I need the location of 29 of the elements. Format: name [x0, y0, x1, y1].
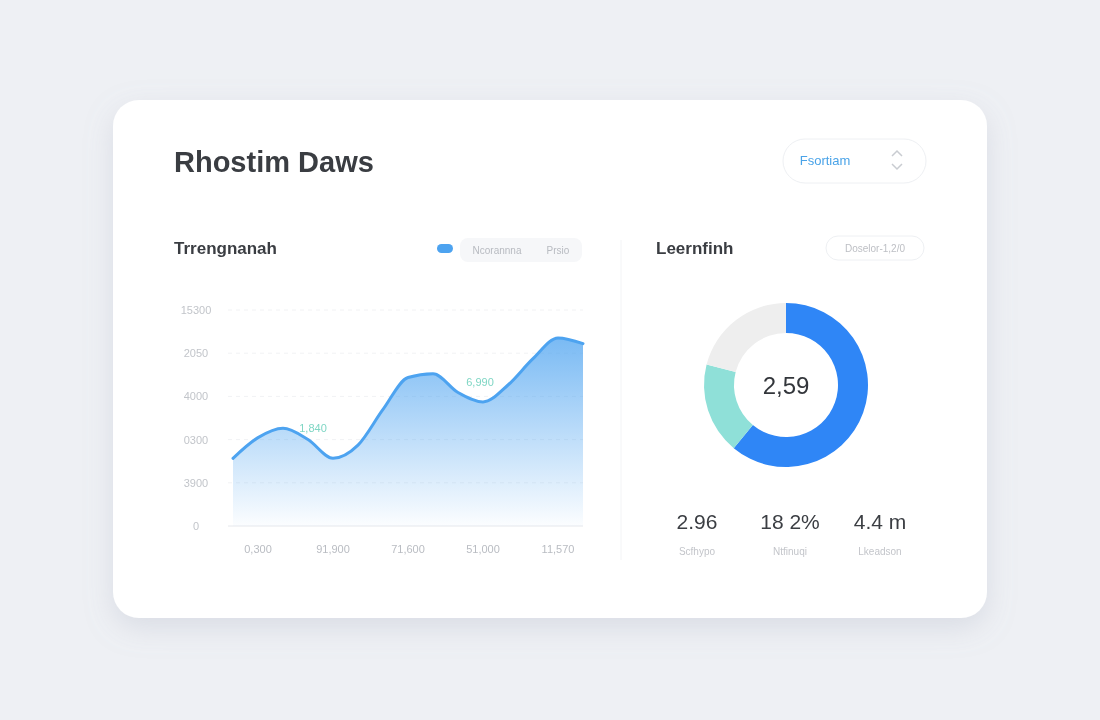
text: 18 2%	[760, 510, 820, 533]
donut-slice	[733, 303, 868, 467]
x-tick-label: 91,900	[316, 543, 350, 555]
text: Rhostim Daws	[174, 146, 374, 178]
donut-slice	[706, 303, 786, 373]
text: 0300	[183, 433, 209, 446]
chart-title: Leernfinh	[656, 239, 734, 258]
text: Prsio	[546, 245, 570, 256]
text: 15300	[180, 304, 212, 316]
x-tick-label: 0,300	[244, 543, 272, 555]
text: 3900	[183, 476, 209, 489]
x-tick-label: 51,000	[466, 543, 500, 555]
text: Lkeadson	[858, 546, 902, 557]
legend-label: Ncorannna	[472, 245, 522, 256]
text: 2.96	[676, 510, 718, 533]
text: Ntfinuqi	[773, 546, 807, 557]
text: Doselor-1,2/0	[844, 243, 906, 254]
text: 4.4 m	[853, 510, 907, 533]
annotation: 6,990	[466, 376, 494, 388]
text: 2,59	[762, 372, 810, 399]
annotation: 1,840	[299, 422, 327, 434]
x-tick-label: 11,570	[541, 543, 575, 555]
chart-title: Trrengnanah	[174, 239, 277, 258]
text: 4000	[183, 390, 209, 403]
donut-slice	[704, 364, 753, 449]
x-tick-label: 71,600	[391, 543, 425, 555]
text: Fsortiam	[799, 153, 851, 168]
text: 2050	[183, 347, 209, 360]
text: Scfhypo	[678, 546, 716, 557]
